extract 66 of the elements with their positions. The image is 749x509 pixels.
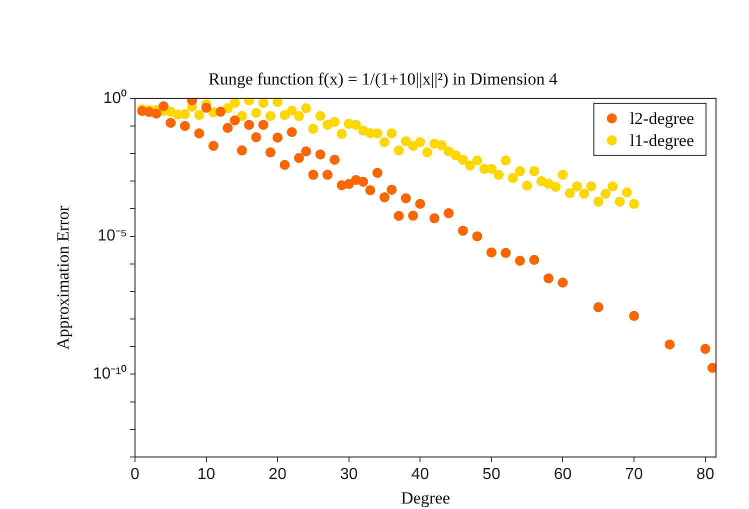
point [358,176,368,187]
point [244,120,254,130]
y-axis-title: Approximation Error [54,205,73,350]
point [280,160,290,170]
point [194,128,204,138]
point [365,185,376,196]
point [236,145,247,156]
chart-title: Runge function f(x) = 1/(1+10||x||²) in Dimension 4 [208,70,558,89]
point [251,132,262,142]
point [486,247,496,258]
point [707,362,716,373]
x-tick-label: 50 [482,466,500,484]
point [180,120,190,131]
point [208,140,218,151]
point [230,115,240,126]
point [458,226,468,236]
point [272,132,283,143]
point [315,149,326,160]
point [286,127,297,138]
point [372,168,382,178]
point [394,210,404,221]
point [529,254,540,265]
point [593,302,604,312]
point [500,248,511,258]
point [258,120,268,130]
point [308,170,318,180]
x-tick-label: 20 [268,466,287,484]
x-tick-label: 10 [197,466,216,484]
point [400,193,411,204]
point [380,192,390,202]
point [700,344,710,354]
legend-label: l1-degree [630,130,694,150]
point [166,118,176,128]
x-tick-label: 40 [411,466,430,484]
x-tick-label: 0 [130,466,140,484]
point [386,184,397,195]
point [472,231,482,242]
point [322,170,332,180]
point [408,210,418,221]
legend-label: l2-degree [630,108,694,128]
point [543,273,554,284]
point [158,101,169,112]
point [664,339,675,350]
point [222,122,233,133]
point [330,154,340,165]
point [201,102,212,113]
x-tick-label: 70 [625,466,644,484]
x-axis-title: Degree [400,488,450,508]
point [444,208,454,218]
y-tick-label: 10⁰ [103,88,127,107]
y-tick-label: 10⁻⁵ [98,228,127,245]
point [301,146,312,156]
point [514,256,525,266]
x-tick-label: 60 [554,466,572,484]
point [415,198,426,209]
point [294,153,304,164]
point [151,108,162,119]
point [429,213,440,224]
point [265,147,276,158]
point [629,310,640,321]
point [344,178,354,189]
x-tick-label: 30 [340,466,358,484]
point [558,278,568,288]
point [216,106,226,117]
x-tick-label: 80 [696,466,714,484]
y-tick-label: 10⁻¹⁰ [92,364,127,383]
